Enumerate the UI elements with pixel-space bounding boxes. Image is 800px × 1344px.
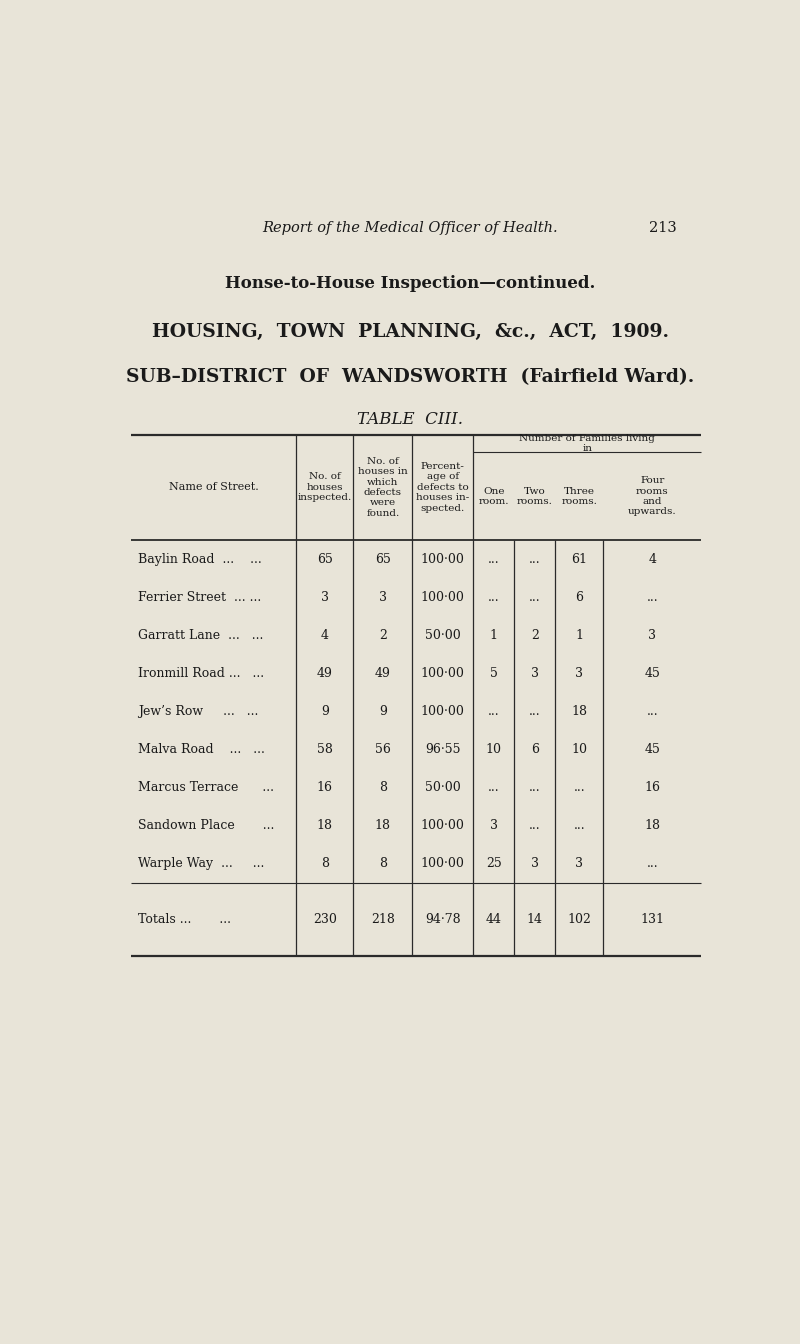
Text: 10: 10 [486, 743, 502, 757]
Text: ...: ... [529, 781, 541, 794]
Text: Malva Road    ...   ...: Malva Road ... ... [138, 743, 266, 757]
Text: 10: 10 [571, 743, 587, 757]
Text: ...: ... [488, 706, 499, 718]
Text: Baylin Road  ...    ...: Baylin Road ... ... [138, 552, 262, 566]
Text: 100·00: 100·00 [421, 857, 465, 870]
Text: 45: 45 [645, 667, 660, 680]
Text: 6: 6 [531, 743, 539, 757]
Text: 45: 45 [645, 743, 660, 757]
Text: Report of the Medical Officer of Health.: Report of the Medical Officer of Health. [262, 222, 558, 235]
Text: ...: ... [488, 781, 499, 794]
Text: 3: 3 [648, 629, 656, 642]
Text: ...: ... [488, 552, 499, 566]
Text: 18: 18 [375, 818, 391, 832]
Text: Four
rooms
and
upwards.: Four rooms and upwards. [628, 476, 677, 516]
Text: One
room.: One room. [478, 487, 509, 505]
Text: 8: 8 [379, 857, 387, 870]
Text: ...: ... [646, 706, 658, 718]
Text: 9: 9 [379, 706, 386, 718]
Text: TABLE  CIII.: TABLE CIII. [357, 411, 463, 427]
Text: ...: ... [574, 818, 585, 832]
Text: ...: ... [646, 591, 658, 603]
Text: ...: ... [529, 818, 541, 832]
Text: 8: 8 [321, 857, 329, 870]
Text: ...: ... [488, 591, 499, 603]
Text: 58: 58 [317, 743, 333, 757]
Text: 50·00: 50·00 [425, 781, 461, 794]
Text: Name of Street.: Name of Street. [169, 482, 258, 492]
Text: Ferrier Street  ... ...: Ferrier Street ... ... [138, 591, 262, 603]
Text: Totals ...       ...: Totals ... ... [138, 913, 231, 926]
Text: 2: 2 [531, 629, 538, 642]
Text: 65: 65 [375, 552, 390, 566]
Text: HOUSING,  TOWN  PLANNING,  &c.,  ACT,  1909.: HOUSING, TOWN PLANNING, &c., ACT, 1909. [151, 323, 669, 341]
Text: 65: 65 [317, 552, 333, 566]
Text: 96·55: 96·55 [425, 743, 461, 757]
Text: 4: 4 [648, 552, 656, 566]
Text: 5: 5 [490, 667, 498, 680]
Text: 100·00: 100·00 [421, 667, 465, 680]
Text: SUB–DISTRICT  OF  WANDSWORTH  (Fairfield Ward).: SUB–DISTRICT OF WANDSWORTH (Fairfield Wa… [126, 368, 694, 386]
Text: 3: 3 [531, 857, 539, 870]
Text: 3: 3 [575, 667, 583, 680]
Text: 100·00: 100·00 [421, 552, 465, 566]
Text: 1: 1 [575, 629, 583, 642]
Text: 18: 18 [644, 818, 660, 832]
Text: Warple Way  ...     ...: Warple Way ... ... [138, 857, 265, 870]
Text: 2: 2 [379, 629, 386, 642]
Text: Ironmill Road ...   ...: Ironmill Road ... ... [138, 667, 265, 680]
Text: 213: 213 [649, 222, 677, 235]
Text: 3: 3 [321, 591, 329, 603]
Text: ...: ... [574, 781, 585, 794]
Text: 49: 49 [317, 667, 333, 680]
Text: Garratt Lane  ...   ...: Garratt Lane ... ... [138, 629, 264, 642]
Text: 94·78: 94·78 [425, 913, 461, 926]
Text: 18: 18 [571, 706, 587, 718]
Text: 50·00: 50·00 [425, 629, 461, 642]
Text: ...: ... [529, 591, 541, 603]
Text: ...: ... [529, 706, 541, 718]
Text: 3: 3 [575, 857, 583, 870]
Text: 1: 1 [490, 629, 498, 642]
Text: 100·00: 100·00 [421, 591, 465, 603]
Text: 8: 8 [379, 781, 387, 794]
Text: 14: 14 [527, 913, 543, 926]
Text: 100·00: 100·00 [421, 818, 465, 832]
Text: No. of
houses in
which
defects
were
found.: No. of houses in which defects were foun… [358, 457, 408, 517]
Text: 18: 18 [317, 818, 333, 832]
Text: ...: ... [646, 857, 658, 870]
Text: 6: 6 [575, 591, 583, 603]
Text: 218: 218 [371, 913, 394, 926]
Text: 131: 131 [640, 913, 664, 926]
Text: 44: 44 [486, 913, 502, 926]
Text: 4: 4 [321, 629, 329, 642]
Text: 16: 16 [644, 781, 660, 794]
Text: 3: 3 [490, 818, 498, 832]
Text: Three
rooms.: Three rooms. [562, 487, 598, 505]
Text: 3: 3 [379, 591, 387, 603]
Text: No. of
houses
inspected.: No. of houses inspected. [298, 473, 352, 503]
Text: Number of Families living
in: Number of Families living in [519, 434, 655, 453]
Text: 56: 56 [375, 743, 390, 757]
Text: 100·00: 100·00 [421, 706, 465, 718]
Text: 230: 230 [313, 913, 337, 926]
Text: Marcus Terrace      ...: Marcus Terrace ... [138, 781, 274, 794]
Text: Jew’s Row     ...   ...: Jew’s Row ... ... [138, 706, 259, 718]
Text: 25: 25 [486, 857, 502, 870]
Text: Honse-to-House Inspection—continued.: Honse-to-House Inspection—continued. [225, 276, 595, 292]
Text: 9: 9 [321, 706, 329, 718]
Text: Percent-
age of
defects to
houses in-
spected.: Percent- age of defects to houses in- sp… [416, 462, 470, 512]
Text: Two
rooms.: Two rooms. [517, 487, 553, 505]
Text: 61: 61 [571, 552, 587, 566]
Text: 102: 102 [567, 913, 591, 926]
Text: Sandown Place       ...: Sandown Place ... [138, 818, 275, 832]
Text: 49: 49 [375, 667, 390, 680]
Text: ...: ... [529, 552, 541, 566]
Text: 16: 16 [317, 781, 333, 794]
Text: 3: 3 [531, 667, 539, 680]
